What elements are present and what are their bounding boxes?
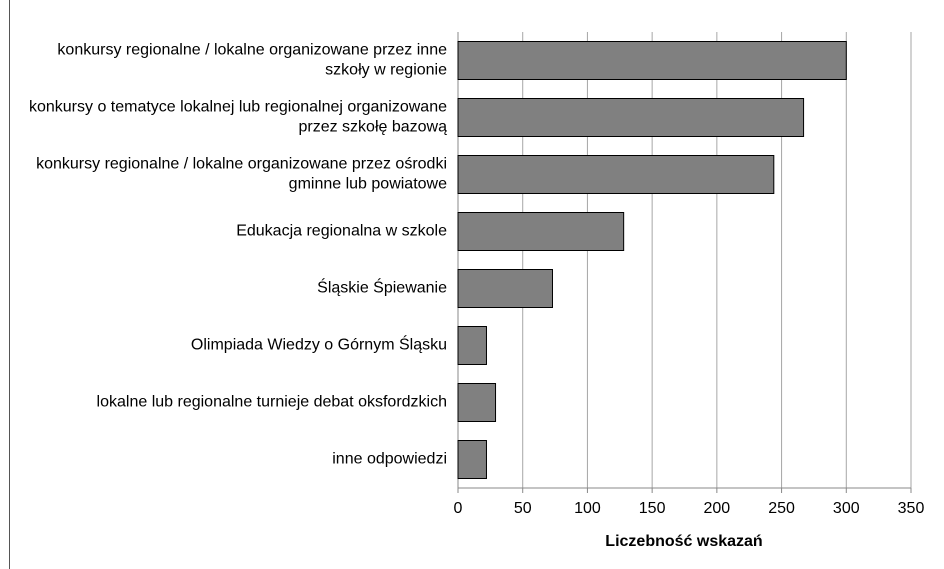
bar (457, 212, 625, 251)
x-tick-label: 100 (574, 500, 601, 517)
bar (457, 326, 487, 365)
y-tick-label: Śląskie Śpiewanie (317, 278, 447, 297)
y-tick-label: Olimpiada Wiedzy o Górnym Śląsku (191, 335, 447, 354)
bar (457, 41, 847, 80)
x-axis-label: Liczebność wskazań (605, 533, 762, 550)
x-tick-label: 300 (833, 500, 860, 517)
bar (457, 155, 775, 194)
bar (457, 98, 805, 137)
y-tick-label: inne odpowiedzi (332, 451, 447, 468)
y-tick-label: lokalne lub regionalne turnieje debat ok… (97, 394, 447, 411)
x-tick-label: 250 (768, 500, 795, 517)
bar (457, 383, 497, 422)
x-tick-label: 200 (704, 500, 731, 517)
bar (457, 440, 487, 479)
x-tick-label: 50 (514, 500, 532, 517)
x-tick-label: 350 (898, 500, 925, 517)
x-tick-label: 0 (454, 500, 463, 517)
y-tick-label: konkursy regionalne / lokalne organizowa… (36, 156, 447, 193)
x-tick-label: 150 (639, 500, 666, 517)
y-tick-label: konkursy regionalne / lokalne organizowa… (57, 42, 447, 79)
y-tick-label: konkursy o tematyce lokalnej lub regiona… (29, 99, 447, 136)
chart-frame (9, 0, 10, 569)
y-tick-label: Edukacja regionalna w szkole (236, 223, 447, 240)
bar (457, 269, 553, 308)
